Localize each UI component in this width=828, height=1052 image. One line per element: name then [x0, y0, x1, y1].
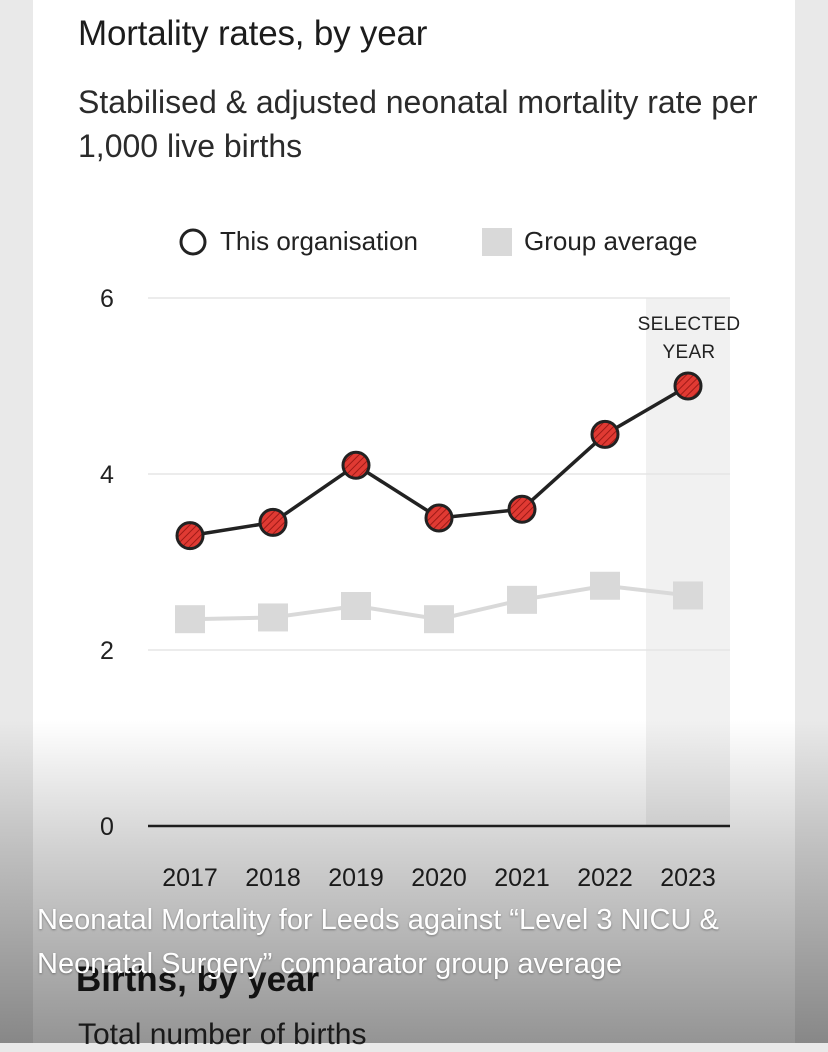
- y-tick-label: 2: [100, 637, 114, 665]
- organisation-point: [590, 419, 620, 449]
- group-average-point: [673, 581, 703, 610]
- organisation-point: [341, 450, 371, 480]
- chart-title: Mortality rates, by year: [78, 14, 428, 53]
- group-average-point: [507, 585, 537, 614]
- legend-organisation-marker: [179, 228, 207, 256]
- mortality-chart: SELECTED YEAR This organisation Group av…: [100, 226, 741, 892]
- x-tick-label: 2020: [411, 864, 467, 892]
- x-tick-label: 2019: [328, 864, 384, 892]
- organisation-point: [507, 494, 537, 524]
- group-average-point: [175, 605, 205, 634]
- group-average-point: [341, 592, 371, 620]
- group-average-point: [258, 603, 288, 632]
- organisation-point: [258, 507, 288, 537]
- gridlines: [148, 297, 730, 828]
- births-section-subtitle: Total number of births: [78, 1018, 367, 1051]
- legend-organisation-label: This organisation: [220, 226, 418, 256]
- chart-subtitle: Stabilised & adjusted neonatal mortality…: [78, 84, 758, 164]
- y-tick-label: 0: [100, 813, 114, 841]
- organisation-point: [424, 503, 454, 533]
- x-axis: 2017 2018 2019 2020 2021 2022 2023: [162, 864, 716, 892]
- image-caption: Neonatal Mortality for Leeds against “Le…: [37, 904, 719, 980]
- y-tick-label: 6: [100, 285, 114, 313]
- y-tick-label: 4: [100, 461, 114, 489]
- group-average-point: [590, 571, 620, 600]
- legend-group-average-marker: [482, 228, 512, 256]
- x-tick-label: 2022: [577, 864, 633, 892]
- x-tick-label: 2023: [660, 864, 716, 892]
- group-average-point: [424, 605, 454, 634]
- x-tick-label: 2018: [245, 864, 301, 892]
- legend: This organisation Group average: [179, 226, 697, 256]
- x-tick-label: 2017: [162, 864, 218, 892]
- x-tick-label: 2021: [494, 864, 550, 892]
- series: [175, 371, 703, 634]
- y-axis: 0 2 4 6: [100, 285, 114, 841]
- selected-year-label: YEAR: [663, 342, 716, 363]
- organisation-point: [175, 521, 205, 551]
- selected-year-label: SELECTED: [638, 314, 741, 335]
- births-section-title: Births, by year: [76, 960, 320, 999]
- organisation-point: [673, 371, 703, 401]
- legend-group-average-label: Group average: [524, 226, 697, 256]
